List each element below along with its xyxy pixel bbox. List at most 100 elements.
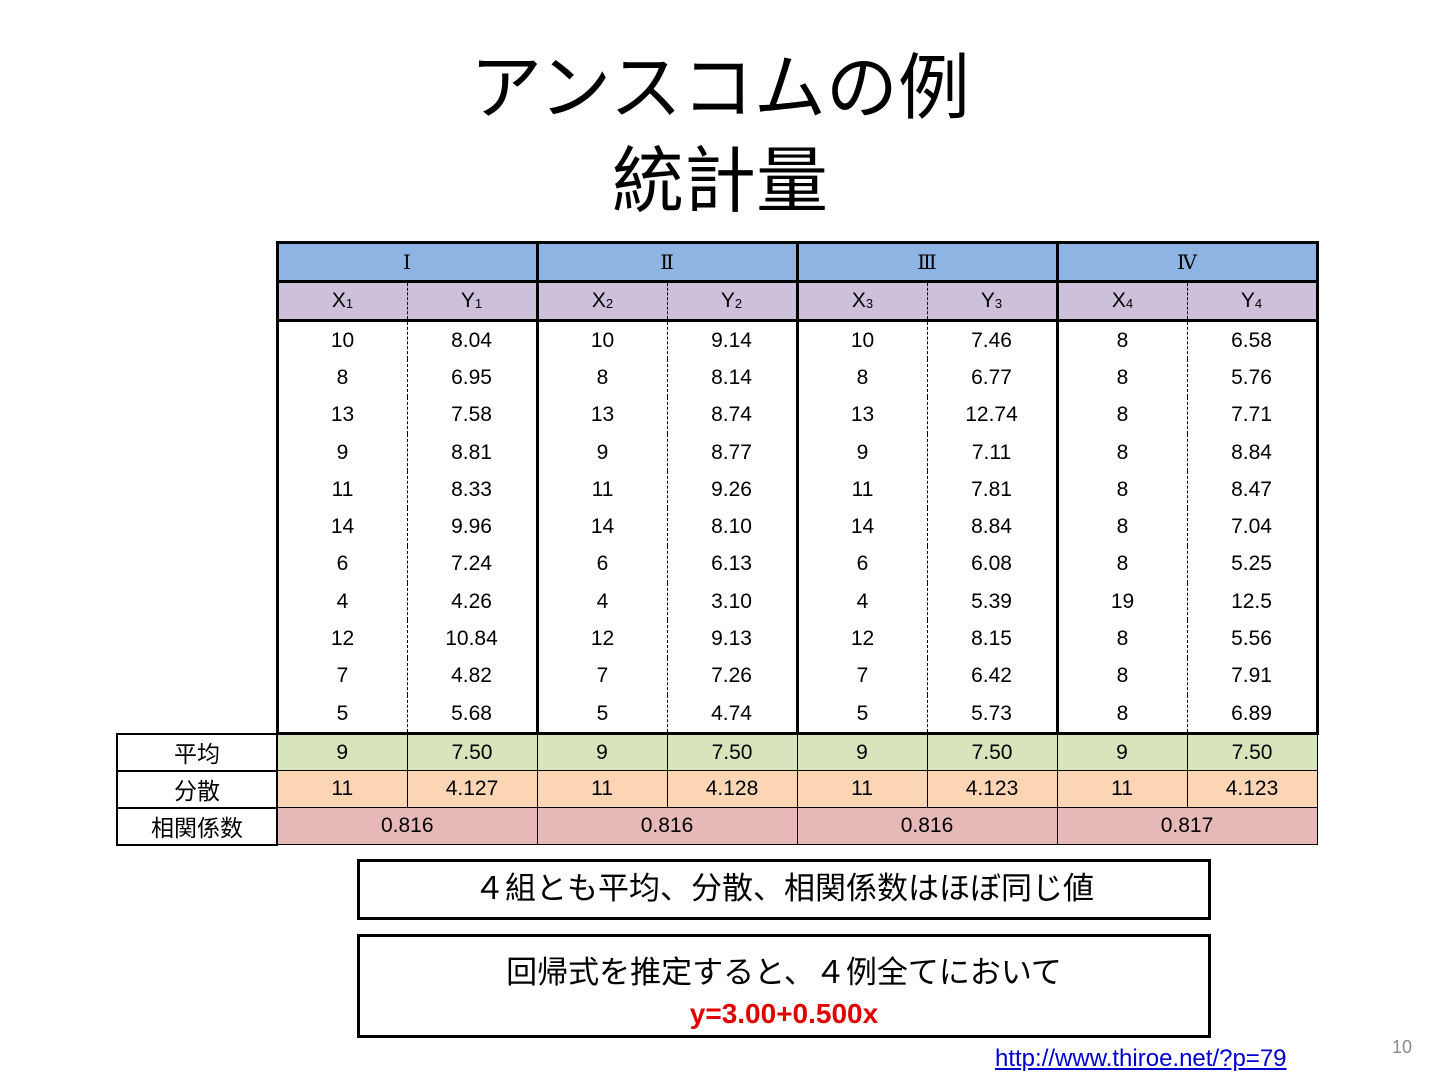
variable-header-row: X1 Y1 X2 Y2 X3 Y3 X4 Y4: [117, 281, 1319, 322]
table-row: 9 8.81 9 8.77 9 7.11 8 8.84: [117, 433, 1319, 472]
table-cell: 14: [535, 508, 668, 546]
blank-cell: [117, 471, 277, 508]
table-cell: 8.10: [667, 508, 799, 546]
table-cell: 3.10: [667, 583, 799, 621]
table-cell: 8.33: [407, 471, 539, 509]
table-cell: 13: [535, 396, 668, 434]
table-cell: 12: [275, 620, 408, 658]
regression-formula: y=3.00+0.500x: [689, 998, 879, 1029]
table-cell: 9.13: [667, 620, 799, 658]
regression-note-text: 回帰式を推定すると、４例全てにおいて: [506, 955, 1062, 991]
table-cell: 7.04: [1187, 508, 1319, 546]
blank-cell: [117, 359, 277, 396]
table-cell: 6.89: [1187, 694, 1319, 736]
header-y1: Y1: [407, 281, 539, 322]
table-cell: 7.71: [1187, 396, 1319, 434]
variance-value: 11: [536, 770, 668, 809]
table-cell: 4.26: [407, 583, 539, 621]
table-cell: 5.68: [407, 694, 539, 736]
table-cell: 13: [275, 396, 408, 434]
table-cell: 9: [275, 433, 408, 472]
table-cell: 8: [795, 359, 928, 397]
table-cell: 7: [535, 657, 668, 695]
mean-value: 7.50: [406, 733, 538, 772]
blank-cell: [117, 282, 277, 321]
header-subscript: 1: [474, 296, 483, 311]
header-x1: X1: [275, 281, 408, 322]
correlation-row: 相関係数 0.816 0.816 0.816 0.817: [116, 806, 1318, 846]
table-cell: 8: [1055, 545, 1188, 584]
table-cell: 7.81: [927, 471, 1059, 509]
table-cell: 5: [795, 694, 928, 736]
variance-value: 4.123: [1186, 770, 1318, 809]
anscombe-table: Ⅰ Ⅱ Ⅲ Ⅳ X1 Y1 X2 Y2 X3 Y3 X4 Y4 10 8.04 10…: [116, 241, 1319, 846]
mean-value: 7.50: [666, 733, 798, 772]
mean-value: 9: [1056, 733, 1188, 772]
header-base: X: [1111, 289, 1126, 312]
table-cell: 12.5: [1187, 583, 1319, 621]
table-cell: 7.46: [927, 320, 1059, 360]
table-cell: 9.26: [667, 471, 799, 509]
mean-value: 9: [276, 733, 408, 772]
table-cell: 6.77: [927, 359, 1059, 397]
table-cell: 8.77: [667, 433, 799, 472]
header-y2: Y2: [667, 281, 799, 322]
blank-cell: [117, 658, 277, 695]
table-cell: 8: [1055, 508, 1188, 546]
table-cell: 8.15: [927, 620, 1059, 658]
table-cell: 10: [535, 320, 668, 360]
table-cell: 10: [795, 320, 928, 360]
summary-note-box: ４組とも平均、分散、相関係数はほぼ同じ値: [357, 859, 1211, 920]
table-cell: 12: [535, 620, 668, 658]
table-cell: 7.91: [1187, 657, 1319, 695]
blank-cell: [117, 321, 277, 360]
table-row: 4 4.26 4 3.10 4 5.39 19 12.5: [117, 583, 1319, 621]
table-cell: 10.84: [407, 620, 539, 658]
table-row: 11 8.33 11 9.26 11 7.81 8 8.47: [117, 471, 1319, 509]
table-cell: 9: [535, 433, 668, 472]
table-cell: 8.47: [1187, 471, 1319, 509]
group-header-1: Ⅰ: [275, 241, 539, 283]
table-row: 8 6.95 8 8.14 8 6.77 8 5.76: [117, 359, 1319, 397]
group-header-3: Ⅲ: [795, 241, 1059, 283]
correlation-value: 0.816: [796, 807, 1058, 846]
table-cell: 8.84: [927, 508, 1059, 546]
table-row: 13 7.58 13 8.74 13 12.74 8 7.71: [117, 396, 1319, 434]
table-cell: 8: [1055, 657, 1188, 695]
table-cell: 7.58: [407, 396, 539, 434]
source-link[interactable]: http://www.thiroe.net/?p=79: [995, 1045, 1287, 1072]
table-cell: 4.82: [407, 657, 539, 695]
blank-cell: [117, 508, 277, 545]
header-subscript: 4: [1254, 296, 1263, 311]
table-cell: 9.96: [407, 508, 539, 546]
blank-cell: [117, 620, 277, 657]
table-cell: 8: [1055, 359, 1188, 397]
table-cell: 14: [795, 508, 928, 546]
table-cell: 7.11: [927, 433, 1059, 472]
table-row: 7 4.82 7 7.26 7 6.42 8 7.91: [117, 657, 1319, 695]
header-subscript: 2: [734, 296, 743, 311]
table-cell: 8.81: [407, 433, 539, 472]
header-base: X: [591, 289, 606, 312]
variance-label: 分散: [116, 769, 278, 809]
mean-label: 平均: [116, 732, 278, 772]
variance-value: 11: [1056, 770, 1188, 809]
table-cell: 11: [275, 471, 408, 509]
header-subscript: 1: [345, 296, 354, 311]
variance-value: 4.127: [406, 770, 538, 809]
table-cell: 7.24: [407, 545, 539, 584]
table-row: 12 10.84 12 9.13 12 8.15 8 5.56: [117, 620, 1319, 658]
table-cell: 11: [535, 471, 668, 509]
header-subscript: 4: [1125, 296, 1134, 311]
page-number: 10: [1392, 1037, 1413, 1057]
table-cell: 14: [275, 508, 408, 546]
group-header-2: Ⅱ: [535, 241, 799, 283]
variance-value: 11: [276, 770, 408, 809]
table-cell: 6.08: [927, 545, 1059, 584]
slide-title: アンスコムの例: [470, 46, 970, 130]
table-cell: 7: [795, 657, 928, 695]
table-row: 10 8.04 10 9.14 10 7.46 8 6.58: [117, 320, 1319, 360]
header-subscript: 2: [605, 296, 614, 311]
summary-note-text: ４組とも平均、分散、相関係数はほぼ同じ値: [474, 871, 1094, 907]
mean-value: 7.50: [1186, 733, 1318, 772]
